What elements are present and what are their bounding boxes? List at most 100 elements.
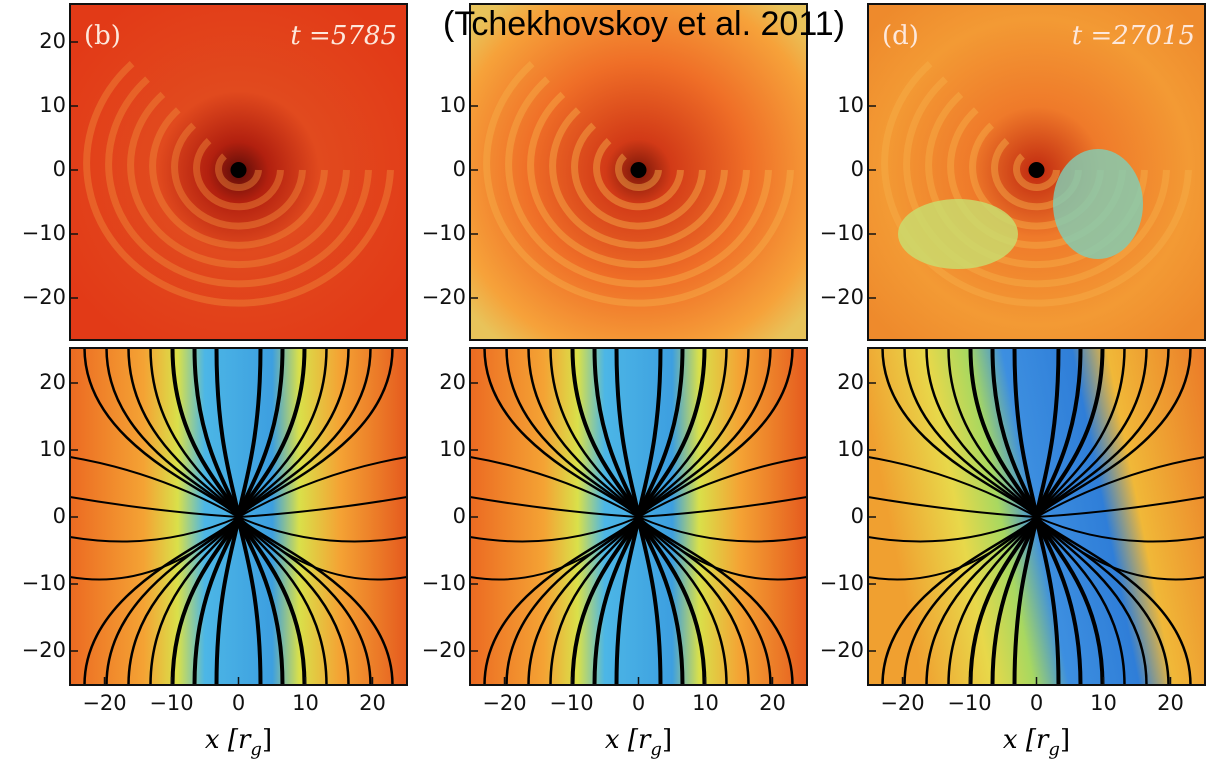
field-line (1036, 496, 1206, 518)
x-axis-label-main: x [r (1003, 725, 1050, 755)
y-tick-label: −20 (22, 285, 66, 309)
y-tick-label: 10 (837, 93, 864, 117)
y-tick-label: 10 (439, 437, 466, 461)
x-tick-label: 20 (1157, 691, 1184, 715)
x-tick-label: 0 (632, 691, 645, 715)
y-tick-label: 10 (439, 93, 466, 117)
x-tick-label: 20 (759, 691, 786, 715)
field-line (638, 496, 808, 518)
x-tick-label: 10 (692, 691, 719, 715)
x-axis-label-main: x [r (605, 725, 652, 755)
field-line (637, 516, 808, 581)
y-tick-label: 10 (837, 437, 864, 461)
y-tick-label: −10 (22, 571, 66, 595)
y-tick-label: 0 (53, 504, 66, 528)
x-tick-label: −20 (82, 691, 126, 715)
x-tick-label: 10 (1090, 691, 1117, 715)
spiral-arm (527, 91, 750, 269)
field-line (469, 516, 640, 581)
field-line (238, 516, 408, 543)
y-tick-label: −10 (820, 571, 864, 595)
field-line (69, 516, 240, 581)
y-tick-label: −20 (422, 638, 466, 662)
y-tick-label: −20 (422, 285, 466, 309)
y-tick-label: −10 (22, 221, 66, 245)
field-line (238, 496, 408, 518)
x-axis-label: x [rg] (1003, 725, 1070, 760)
time-label: t =5785 (290, 21, 397, 51)
x-tick-label: −10 (947, 691, 991, 715)
y-tick-label: 0 (453, 504, 466, 528)
y-tick-label: 10 (39, 93, 66, 117)
x-tick-label: 0 (232, 691, 245, 715)
field-line (69, 456, 239, 518)
y-tick-label: 0 (53, 157, 66, 181)
x-tick-label: −10 (149, 691, 193, 715)
y-tick-label: 20 (837, 370, 864, 394)
y-tick-label: 20 (39, 29, 66, 53)
field-line (469, 496, 639, 518)
black-hole (630, 162, 647, 178)
y-tick-label: −10 (422, 221, 466, 245)
y-tick-label: −10 (820, 221, 864, 245)
x-axis-label: x [rg] (605, 725, 672, 760)
y-tick-label: 20 (39, 370, 66, 394)
field-line (1036, 516, 1206, 543)
x-tick-label: 10 (292, 691, 319, 715)
panel-label: (b) (84, 21, 121, 51)
panel-frame (69, 3, 408, 341)
spiral-arm (1013, 153, 1060, 191)
spiral-arm (127, 91, 350, 269)
black-hole (230, 162, 247, 178)
y-tick-label: 10 (39, 437, 66, 461)
field-line (237, 516, 408, 581)
field-line (867, 516, 1038, 581)
x-axis-label-main: x [r (205, 725, 252, 755)
spiral-arm (483, 61, 794, 307)
spiral-arm (505, 76, 772, 288)
field-line (867, 516, 1037, 543)
x-axis-label: x [rg] (205, 725, 272, 760)
x-axis-label-close: ] (662, 725, 672, 755)
panel-frame (867, 3, 1206, 341)
field-line (867, 456, 1037, 518)
x-axis-label-sub: g (650, 739, 662, 760)
spiral-arm (571, 122, 706, 230)
y-tick-label: 0 (851, 504, 864, 528)
field-line (69, 496, 239, 518)
field-line (638, 456, 808, 518)
spiral-arm (83, 61, 394, 307)
field-line (867, 496, 1037, 518)
x-axis-label-close: ] (262, 725, 272, 755)
field-line (469, 516, 639, 543)
y-tick-label: −20 (820, 638, 864, 662)
x-tick-label: −20 (880, 691, 924, 715)
spiral-arm (549, 107, 728, 249)
field-line (469, 456, 639, 518)
field-line (1036, 456, 1206, 518)
x-tick-label: 0 (1030, 691, 1043, 715)
x-tick-label: −10 (549, 691, 593, 715)
spiral-arm (105, 76, 372, 288)
field-line (638, 516, 808, 543)
field-line (69, 516, 239, 543)
field-line (238, 456, 408, 518)
x-axis-label-close: ] (1060, 725, 1070, 755)
x-tick-label: −20 (482, 691, 526, 715)
cold-blob (898, 199, 1018, 269)
caption: (Tchekhovskoy et al. 2011) (443, 5, 845, 43)
spiral-arm (193, 138, 284, 211)
y-tick-label: 0 (851, 157, 864, 181)
time-label: t =27015 (1072, 21, 1195, 51)
spiral-arm (149, 107, 328, 249)
y-tick-label: −20 (820, 285, 864, 309)
field-line (1035, 516, 1206, 581)
black-hole (1028, 162, 1045, 178)
spiral-arm (903, 76, 1170, 288)
spiral-arm (615, 153, 662, 191)
y-tick-label: 20 (439, 370, 466, 394)
x-tick-label: 20 (359, 691, 386, 715)
spiral-arm (881, 61, 1192, 307)
